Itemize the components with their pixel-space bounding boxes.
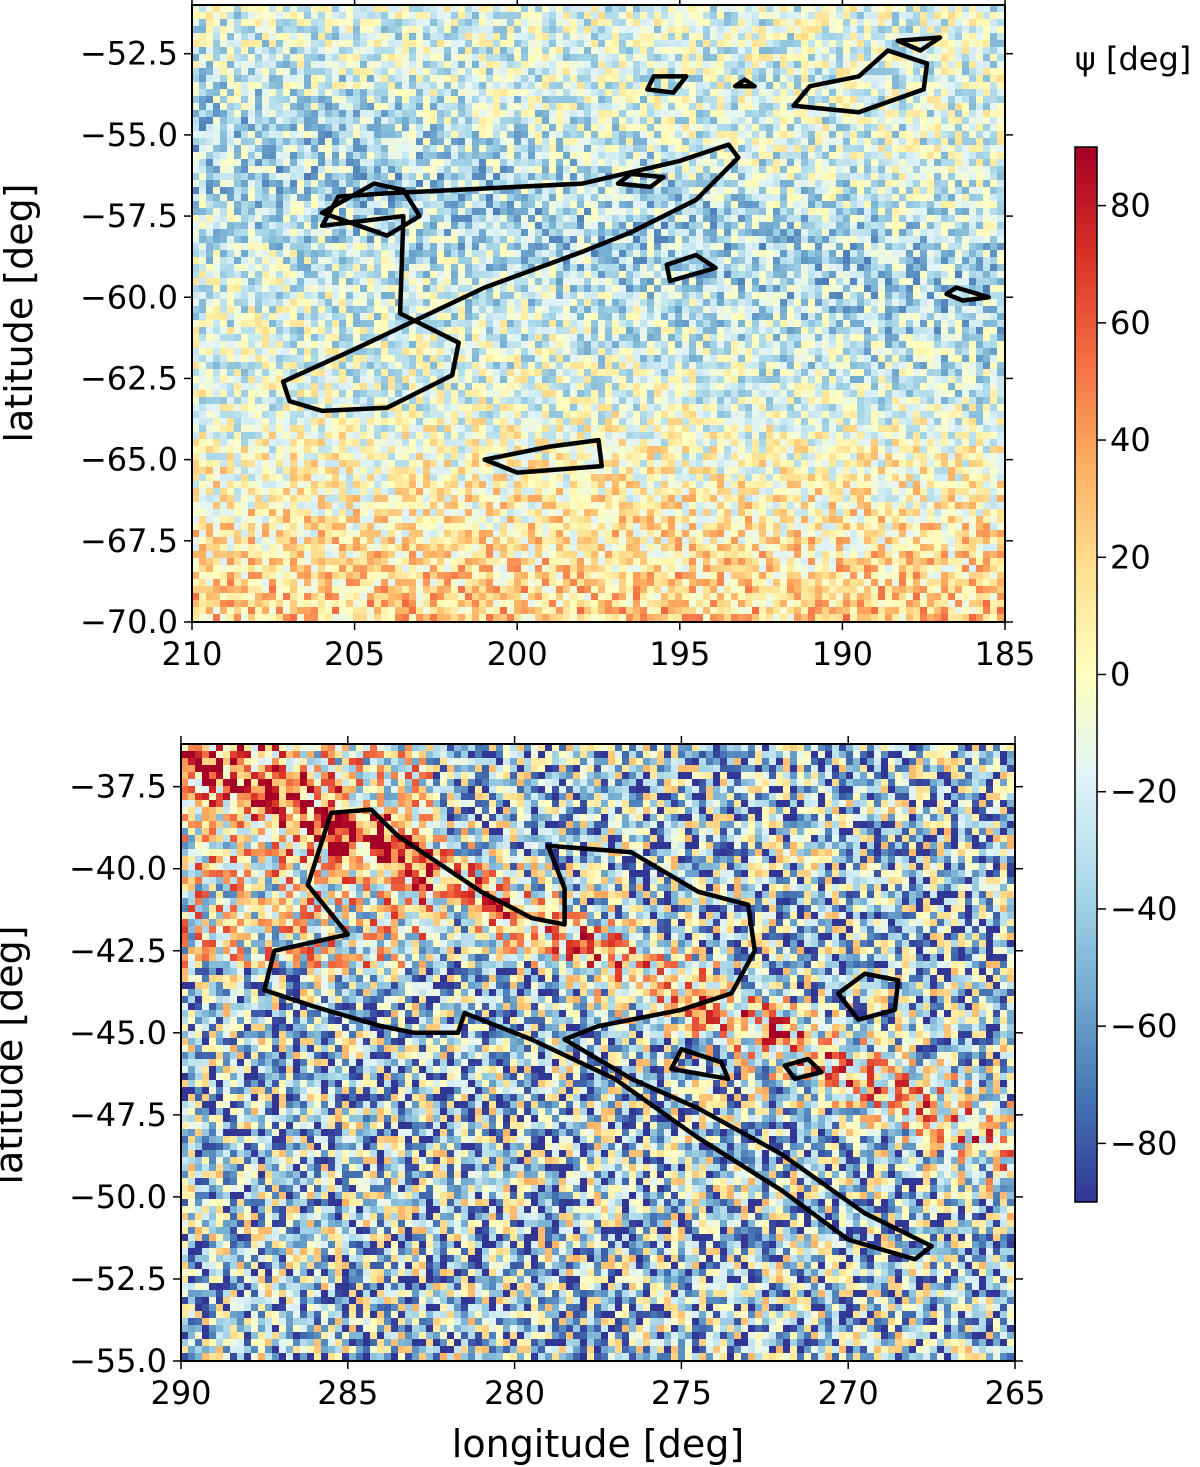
x-tick-label: 280 [484, 1374, 545, 1412]
x-tick-label: 185 [974, 635, 1035, 673]
y-tick-label: −42.5 [69, 932, 167, 970]
contour-line [482, 437, 605, 475]
colorbar-tick-label: 60 [1110, 304, 1151, 342]
x-tick-label: 270 [818, 1374, 879, 1412]
colorbar-tick-label: 0 [1110, 656, 1130, 694]
colorbar-tick-label: −60 [1110, 1007, 1178, 1045]
y-tick-label: −50.0 [69, 1178, 167, 1216]
colorbar-tick-label: 80 [1110, 187, 1151, 225]
y-tick-label: −67.5 [80, 522, 178, 560]
colorbar-tick-label: −80 [1110, 1124, 1178, 1162]
x-tick-label: 210 [161, 635, 222, 673]
colorbar-tick-label: −20 [1110, 773, 1178, 811]
contour-line [944, 285, 991, 303]
x-tick-label: 265 [984, 1374, 1045, 1412]
x-tick-label: 190 [812, 635, 873, 673]
x-tick-label: 195 [649, 635, 710, 673]
y-tick-label: −47.5 [69, 1096, 167, 1134]
contour-line [664, 252, 718, 284]
y-tick-label: −52.5 [69, 1260, 167, 1298]
contour-line [895, 35, 943, 53]
x-tick-label: 200 [487, 635, 548, 673]
colorbar-tick-label: −40 [1110, 890, 1178, 928]
contour-line [615, 171, 666, 190]
colorbar-label: ψ [deg] [1075, 40, 1192, 78]
contour-line [782, 1056, 824, 1082]
bottom-axes-frame [180, 743, 1016, 1362]
colorbar-ticks: 80 60 40 20 0 −20 −40 −60 −80 [1097, 187, 1178, 1162]
top-heatmap [192, 5, 1005, 622]
colorbar-strip [1074, 146, 1098, 1203]
contour-line [835, 971, 901, 1022]
top-axis-ticks: 210 205 200 195 190 185 −52.5 −55.0 −57.5 −60.0 −6… [80, 0, 1036, 673]
x-tick-label: 205 [324, 635, 385, 673]
top-y-axis-label: latitude [deg] [0, 183, 41, 442]
colorbar-tick-label: 20 [1110, 538, 1151, 576]
contour-line [319, 181, 422, 238]
y-tick-label: −37.5 [69, 768, 167, 806]
x-tick-label: 290 [150, 1374, 211, 1412]
y-tick-label: −52.5 [80, 35, 178, 73]
x-tick-label: 275 [651, 1374, 712, 1412]
contour-line [669, 1046, 731, 1082]
top-panel: 210 205 200 195 190 185 −52.5 −55.0 −57.5 −60.0 −6… [0, 0, 1036, 673]
colorbar: 80 60 40 20 0 −20 −40 −60 −80 ψ [deg] [1074, 40, 1192, 1203]
y-tick-label: −60.0 [80, 278, 178, 316]
colorbar-tick-label: 40 [1110, 421, 1151, 459]
y-tick-label: −55.0 [69, 1342, 167, 1380]
y-tick-label: −40.0 [69, 850, 167, 888]
contour-line [732, 77, 757, 89]
top-contours [280, 35, 991, 475]
contour-line [645, 74, 689, 95]
y-tick-label: −62.5 [80, 359, 178, 397]
bottom-y-axis-label: latitude [deg] [0, 925, 31, 1184]
contour-line [280, 142, 741, 414]
bottom-heatmap [181, 744, 1015, 1361]
contour-line [262, 807, 934, 1262]
y-tick-label: −55.0 [80, 116, 178, 154]
bottom-axis-ticks: 290 285 280 275 270 265 −37.5 −40.0 −42.5 −45.0 −4… [69, 736, 1046, 1412]
x-tick-label: 285 [317, 1374, 378, 1412]
bottom-panel: 290 285 280 275 270 265 −37.5 −40.0 −42.5 −45.0 −4… [0, 736, 1046, 1466]
contour-line [791, 48, 930, 115]
y-tick-label: −57.5 [80, 197, 178, 235]
y-tick-label: −65.0 [80, 441, 178, 479]
y-tick-label: −70.0 [80, 603, 178, 641]
bottom-contours [262, 807, 934, 1262]
top-axes-frame [191, 4, 1006, 623]
bottom-x-axis-label: longitude [deg] [452, 1422, 744, 1466]
y-tick-label: −45.0 [69, 1014, 167, 1052]
